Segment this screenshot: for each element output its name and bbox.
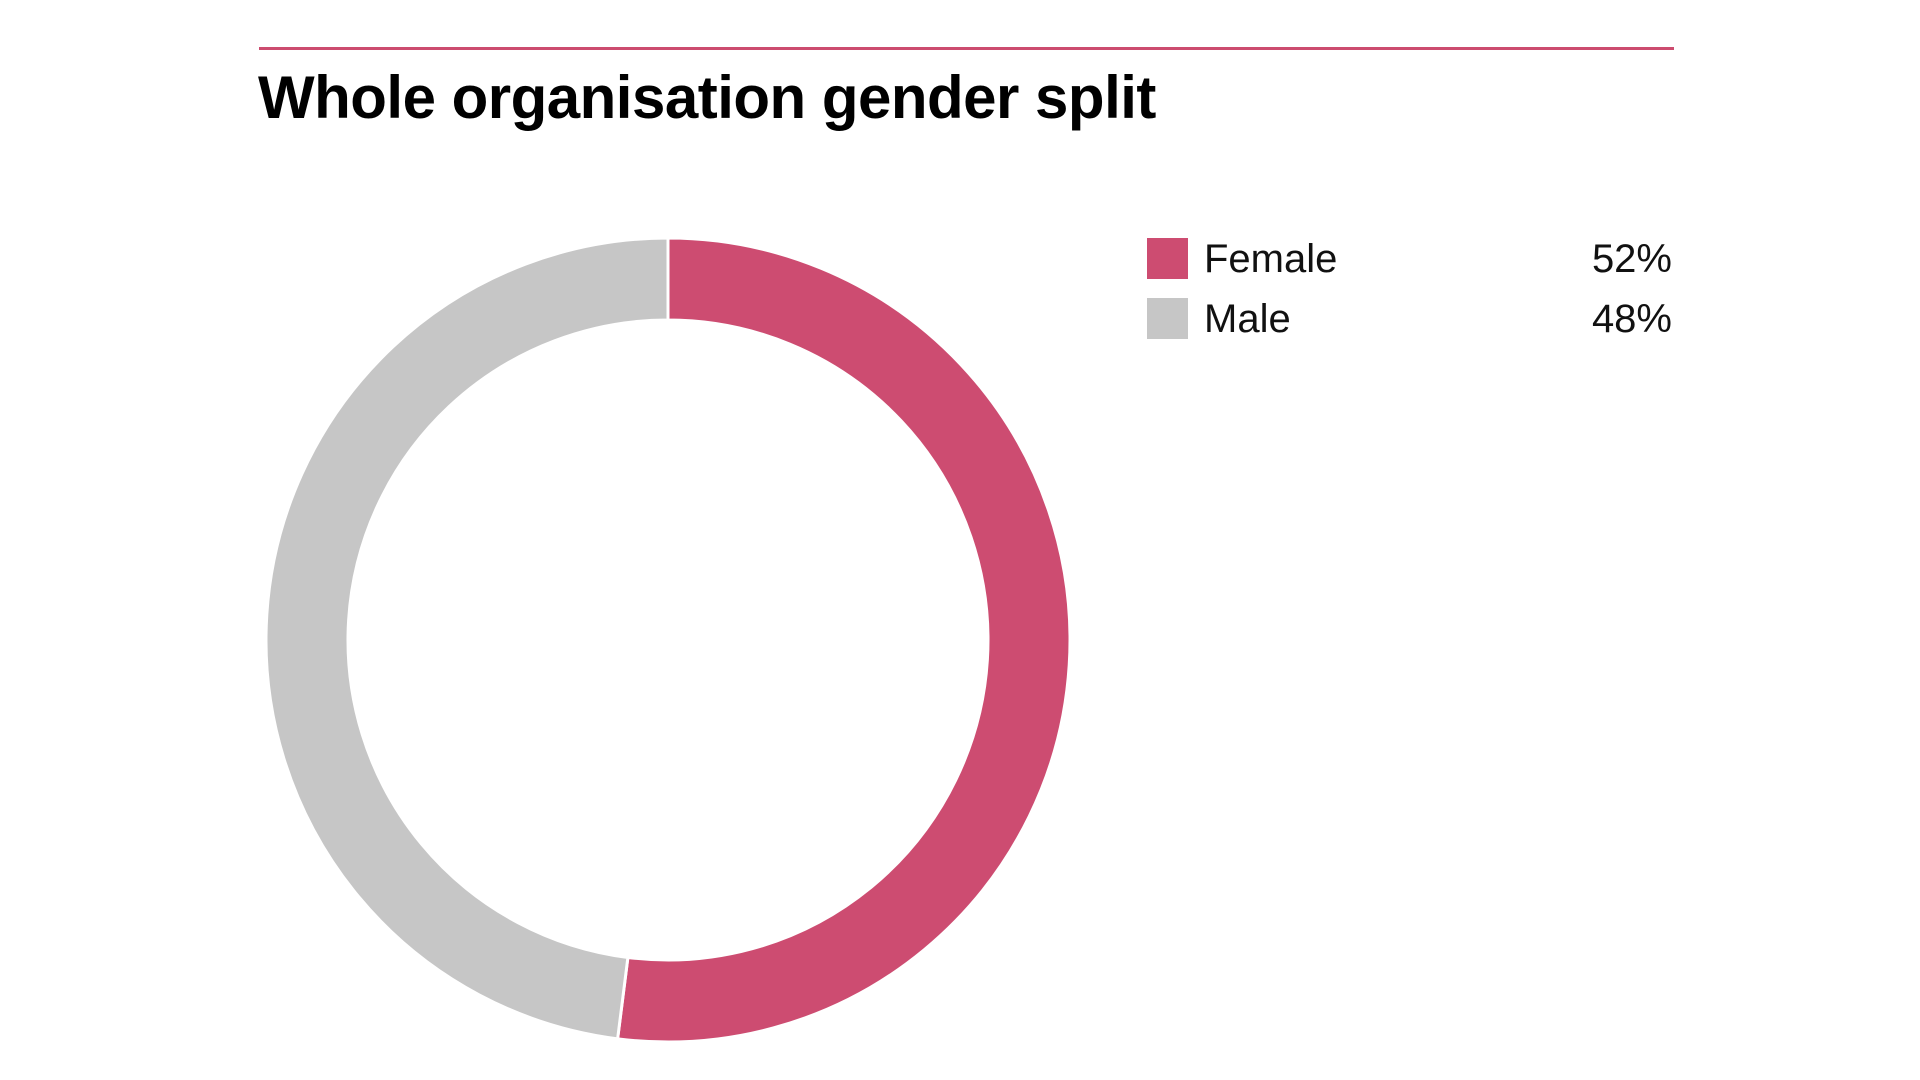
donut-slice-male bbox=[264, 236, 670, 1041]
chart-title: Whole organisation gender split bbox=[258, 64, 1156, 131]
legend-swatch-female bbox=[1147, 238, 1188, 279]
legend-label-male: Male bbox=[1204, 297, 1291, 341]
donut-slice-female bbox=[615, 236, 1072, 1044]
chart-legend: Female 52% Male 48% bbox=[1147, 233, 1672, 353]
legend-item-female: Female 52% bbox=[1147, 233, 1672, 293]
legend-label-female: Female bbox=[1204, 237, 1338, 281]
legend-item-male: Male 48% bbox=[1147, 293, 1672, 353]
title-accent-rule bbox=[259, 47, 1674, 50]
legend-swatch-male bbox=[1147, 298, 1188, 339]
legend-value-male: 48% bbox=[1591, 297, 1672, 341]
legend-value-female: 52% bbox=[1591, 237, 1672, 281]
